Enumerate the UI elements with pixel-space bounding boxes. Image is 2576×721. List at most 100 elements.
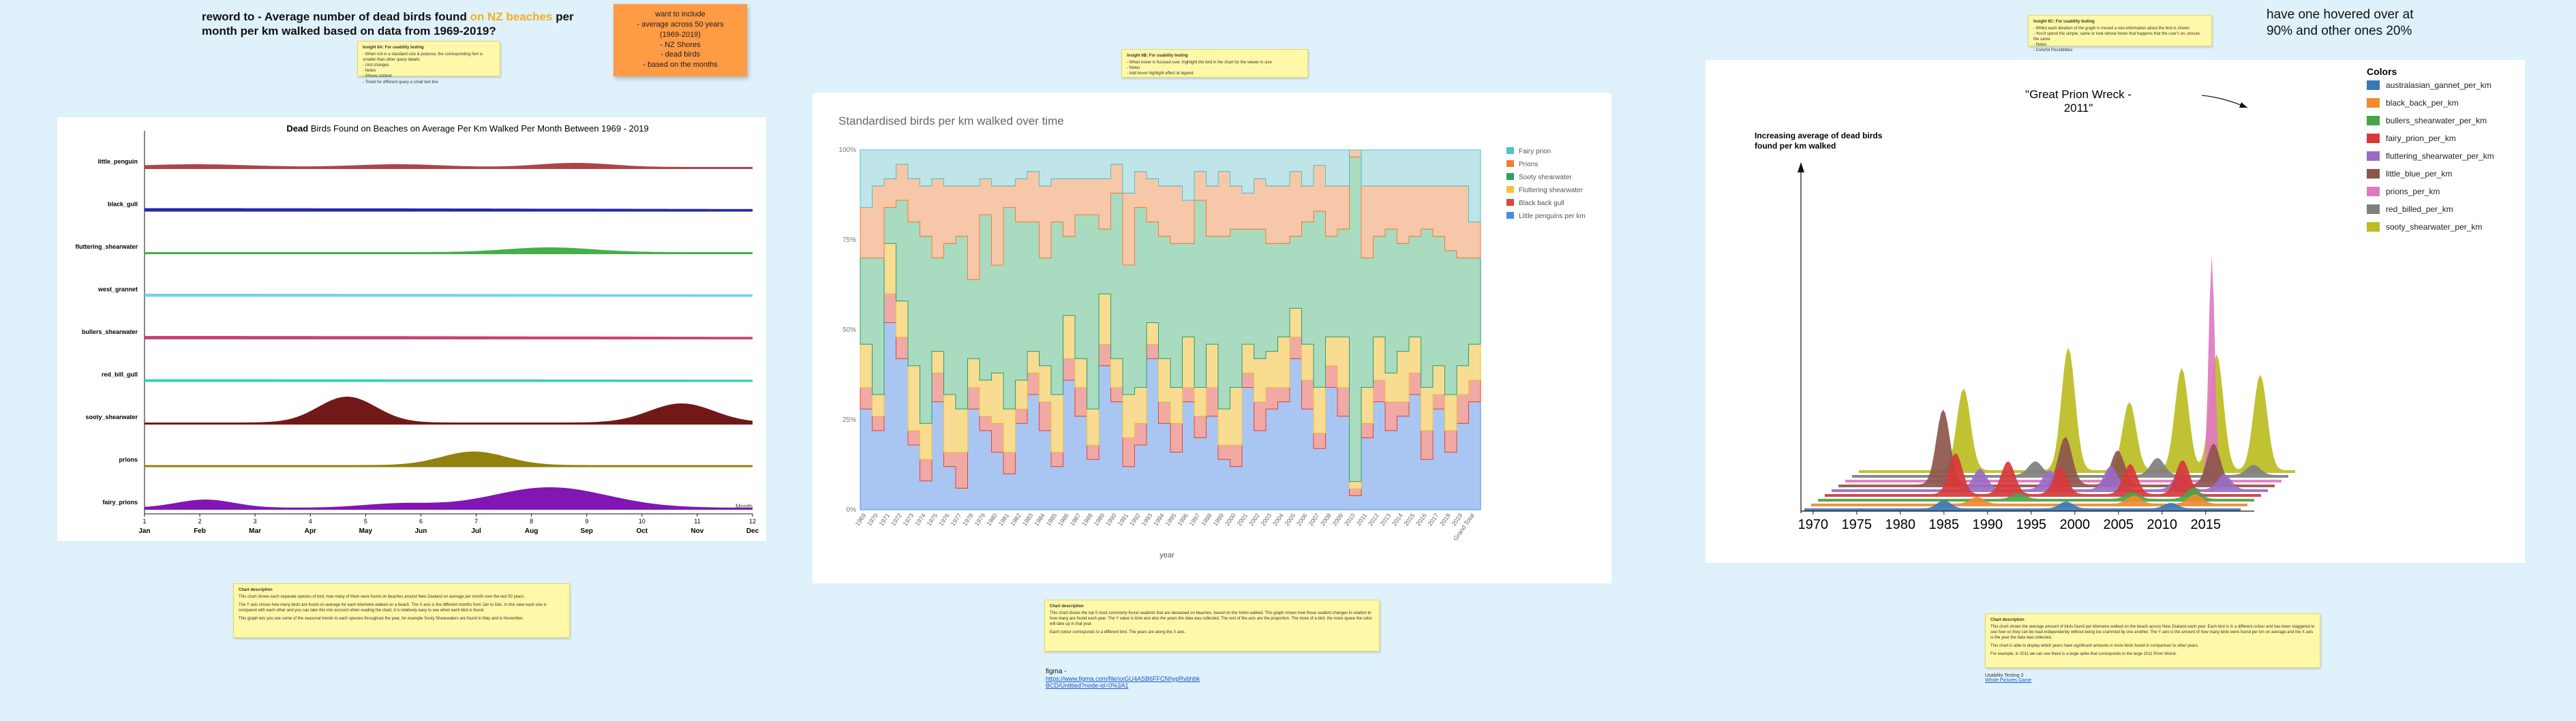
- ridgeline3d-legend-item[interactable]: australasian_gannet_per_km: [2386, 80, 2491, 90]
- ridgeline3d-y-axis-arrow: [1798, 162, 1804, 172]
- ridgeline-bird-label: prions: [119, 457, 138, 463]
- stacked-area-6[interactable]: [860, 149, 1481, 223]
- sticky-title: Chart description: [239, 588, 273, 592]
- ridgeline3d-x-tick-label: 1985: [1929, 517, 1960, 532]
- stacked-x-tick: 2008: [1319, 512, 1333, 527]
- stacked-x-tick: 2000: [1224, 512, 1237, 527]
- stacked-x-tick: 2006: [1295, 512, 1309, 527]
- stacked-legend-item[interactable]: Prions: [1519, 161, 1538, 168]
- sticky-line: - Ticket for different query a small tex…: [363, 80, 438, 85]
- ridgeline3d-area-fluttering_shearwater_per_km[interactable]: [1832, 466, 2268, 492]
- figma-link[interactable]: https://www.figma.com/file/xxGU4ASB6FFCN…: [1046, 675, 1200, 682]
- sticky-line: - Add hover highlight effect or legend: [1127, 72, 1194, 76]
- ridgeline-x-tick-month: May: [359, 527, 373, 535]
- ridgeline3d-area-red_billed_per_km[interactable]: [1852, 458, 2288, 478]
- ridgeline-month-chart: Dead Birds Found on Beaches on Average P…: [75, 123, 759, 535]
- ridgeline3d-legend-swatch: [2367, 134, 2380, 143]
- sticky-stream-bottom[interactable]: Chart description This chart shows the t…: [1044, 600, 1380, 651]
- stacked-legend-swatch: [1506, 212, 1514, 219]
- ridgeline3d-x-tick-label: 1990: [1973, 517, 2003, 532]
- sticky-line: - Whilst each iteration of the graph is …: [2033, 27, 2189, 31]
- ridgeline-area-black_gull[interactable]: [145, 208, 753, 212]
- stacked-x-tick: 2016: [1414, 512, 1428, 527]
- stacked-x-tick: 1972: [890, 512, 903, 527]
- reword-note: reword to - Average number of dead birds…: [202, 10, 597, 39]
- ridgeline-x-tick-number: 6: [419, 518, 423, 525]
- ridgeline3d-legend-item[interactable]: bullers_shearwater_per_km: [2386, 116, 2487, 125]
- ridgeline-area-sooty_shearwater[interactable]: [145, 397, 753, 425]
- ridgeline-x-axis-label: Month: [736, 503, 753, 510]
- stacked-legend-item[interactable]: Fairy prion: [1519, 148, 1551, 155]
- ridgeline3d-area-black_back_per_km[interactable]: [1811, 494, 2247, 506]
- ridgeline3d-legend-swatch: [2367, 222, 2380, 232]
- reword-note-text: reword to - Average number of dead birds…: [202, 10, 470, 23]
- ridgeline3d-area-little_blue_per_km[interactable]: [1838, 410, 2275, 487]
- ridgeline-x-tick-number: 4: [309, 518, 312, 525]
- ridgeline-area-red_bill_gull[interactable]: [145, 379, 753, 382]
- ridgeline3d-area-australasian_gannet_per_km[interactable]: [1804, 500, 2241, 511]
- stacked-x-tick: 2010: [1343, 512, 1357, 527]
- sticky-line: - You'd spend the simple, same or look w…: [2033, 32, 2200, 42]
- sticky-ridge-bottom[interactable]: Chart description This chart shows each …: [233, 583, 570, 638]
- ridgeline-area-fairy_prions[interactable]: [145, 487, 753, 510]
- orange-sticky-note[interactable]: want to include - average across 50 year…: [613, 4, 747, 76]
- stacked-x-tick: 2001: [1236, 512, 1249, 527]
- ridgeline3d-legend-item[interactable]: black_back_per_km: [2386, 98, 2459, 108]
- stacked-legend-item[interactable]: Little penguins per km: [1519, 213, 1586, 220]
- ridgeline-x-tick-month: Oct: [636, 527, 648, 535]
- stacked-legend-item[interactable]: Sooty shearwater: [1519, 174, 1572, 181]
- sticky-ridge-top[interactable]: Insight 6A: For usability testing - When…: [357, 41, 500, 85]
- stacked-x-tick: 1974: [913, 512, 927, 527]
- usability-notes: Usability Testing 3 Whole Pictures Game: [1985, 673, 2031, 683]
- figma-link-continued[interactable]: BCD/Untitled?node-id=0%3A1: [1046, 682, 1129, 689]
- ridgeline3d-legend-item[interactable]: sooty_shearwater_per_km: [2386, 222, 2482, 232]
- stacked-area-card: Standardised birds per km walked over ti…: [813, 93, 1611, 583]
- stacked-x-tick: 1994: [1152, 512, 1166, 527]
- ridgeline3d-legend-item[interactable]: fluttering_shearwater_per_km: [2386, 151, 2494, 161]
- sticky-ridgeline3d-top[interactable]: Insight 6C: For usability testing - Whil…: [2028, 15, 2212, 52]
- prion-wreck-annotation: "Great Prion Wreck -2011": [2025, 88, 2132, 114]
- ridgeline-title-rest: Birds Found on Beaches on Average Per Km…: [308, 123, 648, 134]
- stacked-legend-item[interactable]: Fluttering shearwater: [1519, 187, 1584, 194]
- ridgeline3d-legend-item[interactable]: red_billed_per_km: [2386, 204, 2453, 214]
- ridgeline3d-legend-swatch: [2367, 169, 2380, 179]
- stacked-x-tick: 1970: [866, 512, 879, 527]
- stacked-y-tick: 25%: [843, 416, 856, 424]
- ridgeline-bird-label: fluttering_shearwater: [75, 243, 138, 250]
- ridgeline-area-little_penguin[interactable]: [145, 163, 753, 169]
- stacked-x-tick: 2005: [1284, 512, 1297, 527]
- ridgeline3d-x-tick-label: 1980: [1885, 517, 1916, 532]
- sticky-ridgeline3d-bottom[interactable]: Chart description This chart shows the a…: [1985, 613, 2320, 668]
- ridgeline-area-bullers_shearwater[interactable]: [145, 336, 753, 339]
- ridgeline3d-legend-item[interactable]: little_blue_per_km: [2386, 169, 2452, 179]
- ridgeline-bird-label: fairy_prions: [102, 499, 138, 506]
- ridgeline3d-area-sooty_shearwater_per_km[interactable]: [1859, 348, 2295, 473]
- ridgeline3d-legend-item[interactable]: prions_per_km: [2386, 187, 2440, 196]
- ridgeline3d-x-tick-label: 1995: [2016, 517, 2047, 532]
- ridgeline3d-legend-swatch: [2367, 80, 2380, 90]
- sticky-paragraph: This chart is able to display which year…: [1990, 644, 2199, 649]
- ridgeline-bird-label: bullers_shearwater: [82, 328, 138, 335]
- sticky-paragraph: The Y axis shows how many birds are foun…: [239, 603, 547, 613]
- stacked-x-axis-label: year: [1160, 551, 1175, 559]
- stacked-x-tick: 2013: [1379, 512, 1393, 527]
- annotation-arrow-head: [2239, 102, 2247, 108]
- ridgeline-area-prions[interactable]: [145, 451, 753, 467]
- ridgeline-area-west_grannet[interactable]: [145, 294, 753, 297]
- sticky-line: - Shows context: [363, 74, 392, 79]
- ridgeline-3d-chart: 1970 1975 1980 1985 1990 1995 2000 2005 2010 2015…: [1755, 66, 2494, 532]
- ridgeline3d-x-tick-label: 2015: [2191, 517, 2222, 532]
- sticky-paragraph: This chart shows the average amount of b…: [1990, 625, 2315, 641]
- stacked-legend-item[interactable]: Black back gull: [1519, 200, 1564, 207]
- stacked-x-tick: 2009: [1331, 512, 1345, 527]
- figma-link-block: figma - https://www.figma.com/file/xxGU4…: [1046, 668, 1223, 689]
- stacked-x-tick: 2007: [1307, 512, 1321, 527]
- sticky-stream-top[interactable]: Insight 6B: For usability testing - When…: [1121, 49, 1308, 78]
- ridgeline-area-fluttering_shearwater[interactable]: [145, 247, 753, 254]
- usability-note-link[interactable]: Whole Pictures Game: [1985, 678, 2032, 683]
- ridgeline3d-legend-item[interactable]: fairy_prion_per_km: [2386, 134, 2456, 143]
- stacked-legend-swatch: [1506, 160, 1514, 167]
- stacked-x-tick: 1981: [997, 512, 1011, 527]
- ridgeline-x-tick-number: 9: [585, 518, 588, 525]
- ridgeline3d-area-bullers_shearwater_per_km[interactable]: [1818, 488, 2254, 502]
